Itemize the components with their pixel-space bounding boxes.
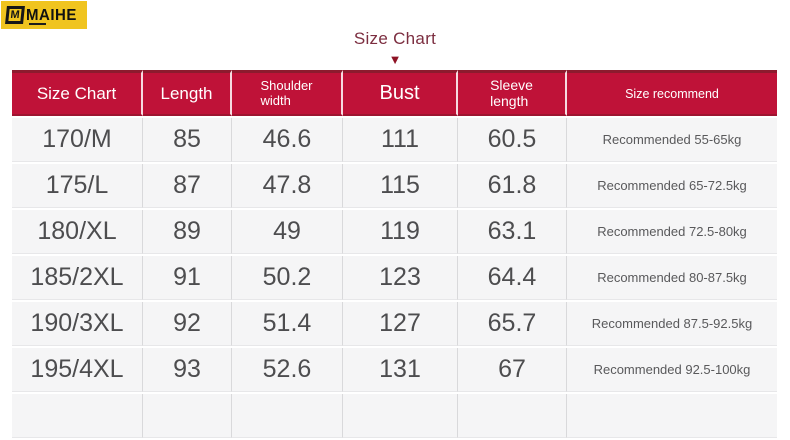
- cell-bust: 119: [343, 210, 458, 254]
- cell-size: 175/L: [12, 164, 143, 208]
- table-header-row: Size Chart Length Shoulder width Bust Sl…: [12, 70, 777, 116]
- table-row: 175/L 87 47.8 115 61.8 Recommended 65-72…: [12, 164, 777, 208]
- cell-recommend: Recommended 92.5-100kg: [567, 348, 777, 392]
- cell-bust: 131: [343, 348, 458, 392]
- cell-sleeve-length: 63.1: [458, 210, 567, 254]
- column-header-shoulder-width: Shoulder width: [232, 70, 343, 116]
- cell-sleeve-length: 65.7: [458, 302, 567, 346]
- table-row-empty: [12, 394, 777, 438]
- cell-length: 87: [143, 164, 232, 208]
- table-row: 190/3XL 92 51.4 127 65.7 Recommended 87.…: [12, 302, 777, 346]
- empty-cell: [343, 394, 458, 438]
- column-header-sleeve-length: Sleeve length: [458, 70, 567, 116]
- cell-shoulder-width: 52.6: [232, 348, 343, 392]
- cell-size: 170/M: [12, 118, 143, 162]
- column-header-size-recommend: Size recommend: [567, 70, 777, 116]
- column-header-bust: Bust: [343, 70, 458, 116]
- cell-size: 185/2XL: [12, 256, 143, 300]
- cell-length: 91: [143, 256, 232, 300]
- cell-sleeve-length: 61.8: [458, 164, 567, 208]
- cell-length: 92: [143, 302, 232, 346]
- cell-recommend: Recommended 72.5-80kg: [567, 210, 777, 254]
- size-chart-table: Size Chart Length Shoulder width Bust Sl…: [12, 68, 777, 440]
- cell-shoulder-width: 46.6: [232, 118, 343, 162]
- cell-recommend: Recommended 80-87.5kg: [567, 256, 777, 300]
- cell-bust: 115: [343, 164, 458, 208]
- cell-length: 89: [143, 210, 232, 254]
- logo-tagline-strip: [29, 23, 46, 25]
- empty-cell: [567, 394, 777, 438]
- cell-shoulder-width: 49: [232, 210, 343, 254]
- cell-recommend: Recommended 87.5-92.5kg: [567, 302, 777, 346]
- logo-m-badge-icon: M: [5, 6, 25, 24]
- brand-logo: M MAIHE: [1, 1, 87, 29]
- empty-cell: [458, 394, 567, 438]
- table-row: 170/M 85 46.6 111 60.5 Recommended 55-65…: [12, 118, 777, 162]
- table-row: 185/2XL 91 50.2 123 64.4 Recommended 80-…: [12, 256, 777, 300]
- cell-recommend: Recommended 55-65kg: [567, 118, 777, 162]
- cell-bust: 123: [343, 256, 458, 300]
- brand-name: MAIHE: [26, 6, 77, 24]
- table-row: 195/4XL 93 52.6 131 67 Recommended 92.5-…: [12, 348, 777, 392]
- cell-size: 180/XL: [12, 210, 143, 254]
- cell-sleeve-length: 60.5: [458, 118, 567, 162]
- column-header-size: Size Chart: [12, 70, 143, 116]
- page-title: Size Chart: [353, 29, 437, 48]
- cell-length: 93: [143, 348, 232, 392]
- cell-sleeve-length: 64.4: [458, 256, 567, 300]
- cell-shoulder-width: 51.4: [232, 302, 343, 346]
- empty-cell: [232, 394, 343, 438]
- title-block: Size Chart ▼: [0, 29, 790, 66]
- down-arrow-icon: ▼: [388, 52, 402, 67]
- column-header-length: Length: [143, 70, 232, 116]
- empty-cell: [143, 394, 232, 438]
- cell-bust: 111: [343, 118, 458, 162]
- empty-cell: [12, 394, 143, 438]
- cell-size: 190/3XL: [12, 302, 143, 346]
- cell-bust: 127: [343, 302, 458, 346]
- cell-shoulder-width: 50.2: [232, 256, 343, 300]
- cell-length: 85: [143, 118, 232, 162]
- cell-size: 195/4XL: [12, 348, 143, 392]
- cell-sleeve-length: 67: [458, 348, 567, 392]
- table-row: 180/XL 89 49 119 63.1 Recommended 72.5-8…: [12, 210, 777, 254]
- cell-recommend: Recommended 65-72.5kg: [567, 164, 777, 208]
- cell-shoulder-width: 47.8: [232, 164, 343, 208]
